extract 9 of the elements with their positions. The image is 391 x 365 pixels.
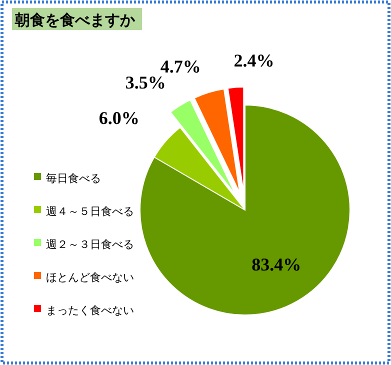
data-label: 2.4% (234, 50, 274, 70)
legend-label: まったく食べない (46, 304, 134, 317)
legend-label: 毎日食べる (46, 172, 101, 185)
data-label: 83.4% (252, 254, 302, 275)
legend-label: ほとんど食べない (46, 271, 134, 284)
chart-title: 朝食を食べますか (14, 11, 136, 29)
legend-label: 週２～３日食べる (46, 238, 134, 251)
legend-label: 週４～５日食べる (46, 205, 134, 218)
data-label: 6.0% (98, 108, 140, 128)
